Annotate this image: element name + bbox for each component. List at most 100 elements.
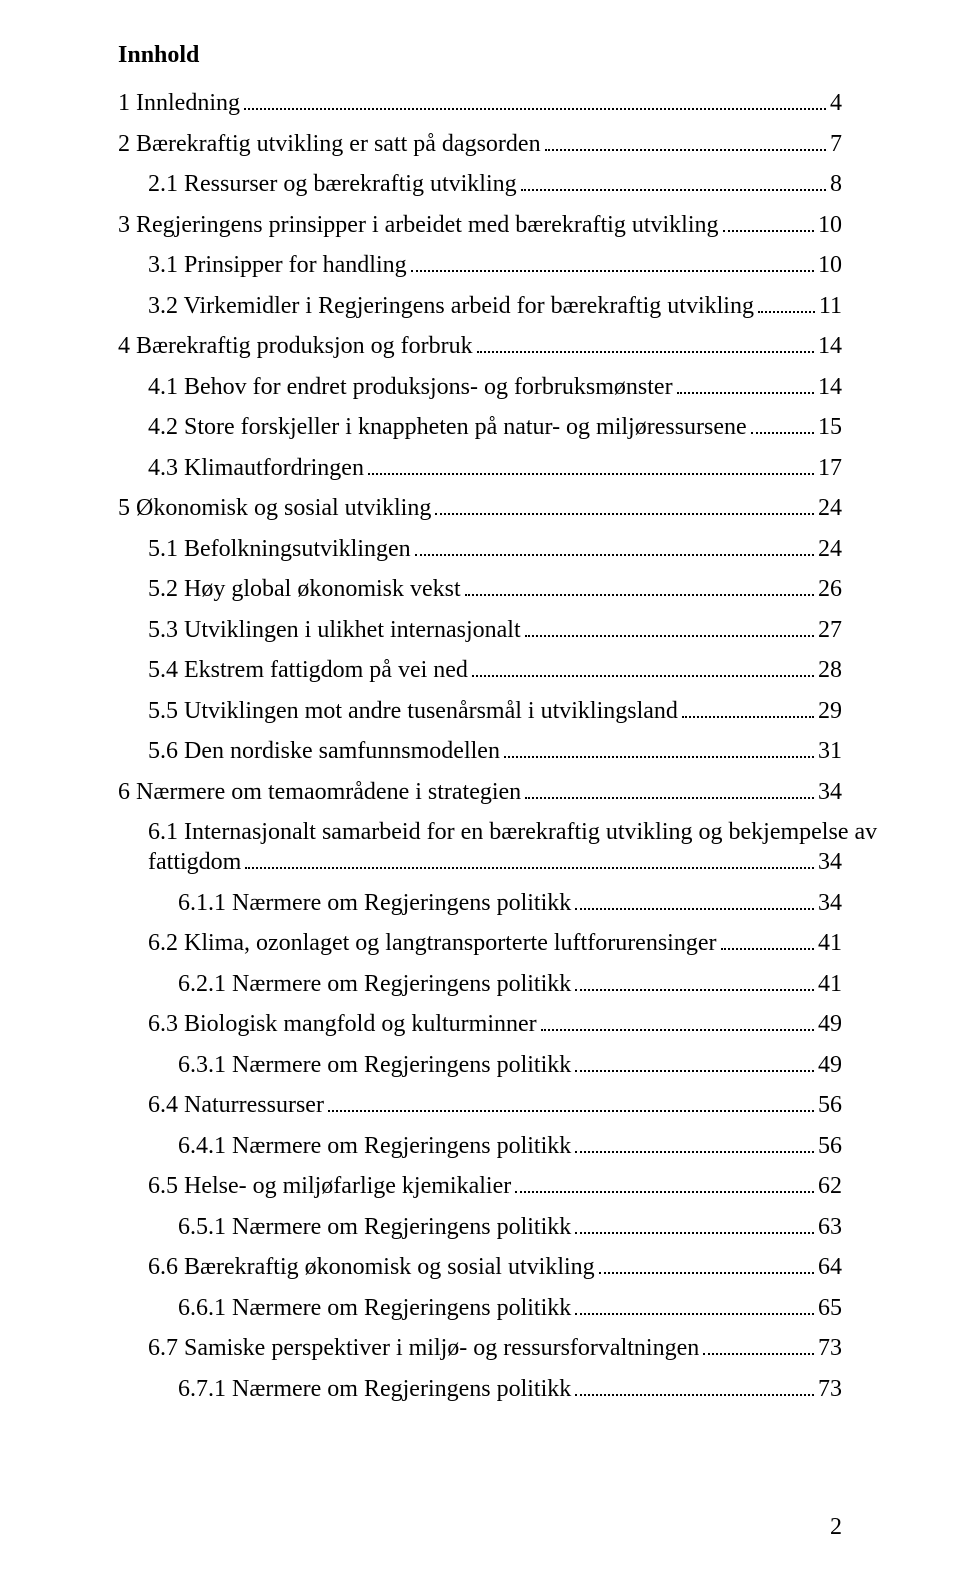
toc-entry: 6.1 Internasjonalt samarbeid for en bære… xyxy=(118,820,842,844)
toc-entry-page: 29 xyxy=(818,699,842,723)
toc-entry-page: 65 xyxy=(818,1296,842,1320)
toc-entry-label: 6 Nærmere om temaområdene i strategien xyxy=(118,780,521,804)
toc-entry: 6.6.1 Nærmere om Regjeringens politikk 65 xyxy=(118,1296,842,1320)
toc-entry-label: 4 Bærekraftig produksjon og forbruk xyxy=(118,334,473,358)
toc-entry-page: 41 xyxy=(818,972,842,996)
toc-entry-page: 11 xyxy=(819,294,842,318)
toc-entry: 4 Bærekraftig produksjon og forbruk14 xyxy=(118,334,842,358)
toc-leader-dots xyxy=(504,756,814,758)
toc-leader-dots xyxy=(545,149,826,151)
toc-entry: 6.5 Helse- og miljøfarlige kjemikalier62 xyxy=(118,1174,842,1198)
toc-entry-label: 1 Innledning xyxy=(118,91,240,115)
toc-entry: 5.5 Utviklingen mot andre tusenårsmål i … xyxy=(118,699,842,723)
toc-entry-page: 41 xyxy=(818,931,842,955)
toc-entry: 6.1.1 Nærmere om Regjeringens politikk 34 xyxy=(118,891,842,915)
toc-entry-label: 6.3 Biologisk mangfold og kulturminner xyxy=(148,1012,537,1036)
toc-entry-page: 8 xyxy=(830,172,842,196)
toc-entry: 6.4.1 Nærmere om Regjeringens politikk56 xyxy=(118,1134,842,1158)
toc-entry-page: 28 xyxy=(818,658,842,682)
toc-entry: 4.2 Store forskjeller i knappheten på na… xyxy=(118,415,842,439)
toc-leader-dots xyxy=(411,270,814,272)
toc-entry: 2.1 Ressurser og bærekraftig utvikling 8 xyxy=(118,172,842,196)
toc-leader-dots xyxy=(515,1191,814,1193)
toc-entry-page: 15 xyxy=(818,415,842,439)
toc-entry-page: 73 xyxy=(818,1377,842,1401)
toc-entry-label: 5.4 Ekstrem fattigdom på vei ned xyxy=(148,658,468,682)
toc-leader-dots xyxy=(244,108,826,110)
toc-entry-page: 10 xyxy=(818,213,842,237)
toc-entry: fattigdom34 xyxy=(118,850,842,874)
toc-leader-dots xyxy=(415,554,814,556)
toc-entry: 6.2 Klima, ozonlaget og langtransportert… xyxy=(118,931,842,955)
toc-entry: 5.4 Ekstrem fattigdom på vei ned 28 xyxy=(118,658,842,682)
toc-entry-label: fattigdom xyxy=(148,850,241,874)
toc-leader-dots xyxy=(525,635,814,637)
toc-leader-dots xyxy=(575,1070,814,1072)
toc-entry-label: 3.2 Virkemidler i Regjeringens arbeid fo… xyxy=(148,294,754,318)
toc-entry-label: 3.1 Prinsipper for handling xyxy=(148,253,407,277)
toc-entry-label: 5.1 Befolkningsutviklingen xyxy=(148,537,411,561)
toc-entry: 6.3.1 Nærmere om Regjeringens politikk 49 xyxy=(118,1053,842,1077)
toc-entry-label: 4.2 Store forskjeller i knappheten på na… xyxy=(148,415,747,439)
toc-leader-dots xyxy=(368,473,814,475)
toc-title: Innhold xyxy=(118,42,842,69)
toc-entry-label: 6.1 Internasjonalt samarbeid for en bære… xyxy=(148,820,877,844)
toc-entry: 5 Økonomisk og sosial utvikling 24 xyxy=(118,496,842,520)
toc-entry-label: 6.4 Naturressurser xyxy=(148,1093,324,1117)
toc-entry-label: 6.1.1 Nærmere om Regjeringens politikk xyxy=(178,891,571,915)
toc-entry: 6.5.1 Nærmere om Regjeringens politikk 63 xyxy=(118,1215,842,1239)
toc-leader-dots xyxy=(575,1232,814,1234)
toc-entry-label: 6.4.1 Nærmere om Regjeringens politikk xyxy=(178,1134,571,1158)
document-page: Innhold 1 Innledning42 Bærekraftig utvik… xyxy=(0,0,960,1577)
toc-entry-label: 6.2.1 Nærmere om Regjeringens politikk xyxy=(178,972,571,996)
page-number: 2 xyxy=(830,1514,842,1541)
toc-entry-label: 2.1 Ressurser og bærekraftig utvikling xyxy=(148,172,517,196)
toc-entry-label: 6.7.1 Nærmere om Regjeringens politikk xyxy=(178,1377,571,1401)
toc-entry: 6.7.1 Nærmere om Regjeringens politikk 73 xyxy=(118,1377,842,1401)
toc-entry: 4.3 Klimautfordringen17 xyxy=(118,456,842,480)
toc-leader-dots xyxy=(575,1394,814,1396)
toc-leader-dots xyxy=(751,432,814,434)
toc-entry-label: 4.1 Behov for endret produksjons- og for… xyxy=(148,375,673,399)
toc-leader-dots xyxy=(599,1272,814,1274)
toc-leader-dots xyxy=(682,716,814,718)
toc-entry: 6.3 Biologisk mangfold og kulturminner49 xyxy=(118,1012,842,1036)
toc-leader-dots xyxy=(575,1313,814,1315)
toc-leader-dots xyxy=(575,989,814,991)
toc-leader-dots xyxy=(758,311,815,313)
toc-entry-label: 6.5.1 Nærmere om Regjeringens politikk xyxy=(178,1215,571,1239)
toc-entry: 5.2 Høy global økonomisk vekst26 xyxy=(118,577,842,601)
toc-entry: 6.4 Naturressurser56 xyxy=(118,1093,842,1117)
toc-entry-page: 63 xyxy=(818,1215,842,1239)
toc-entry-page: 34 xyxy=(818,891,842,915)
toc-entry-page: 31 xyxy=(818,739,842,763)
toc-leader-dots xyxy=(465,594,814,596)
toc-leader-dots xyxy=(575,908,814,910)
toc-entry-label: 6.3.1 Nærmere om Regjeringens politikk xyxy=(178,1053,571,1077)
toc-entry-label: 6.6.1 Nærmere om Regjeringens politikk xyxy=(178,1296,571,1320)
toc-leader-dots xyxy=(477,351,814,353)
toc-list: 1 Innledning42 Bærekraftig utvikling er … xyxy=(118,91,842,1401)
toc-entry-label: 5 Økonomisk og sosial utvikling xyxy=(118,496,431,520)
toc-entry-page: 27 xyxy=(818,618,842,642)
toc-entry-label: 3 Regjeringens prinsipper i arbeidet med… xyxy=(118,213,719,237)
toc-leader-dots xyxy=(245,867,814,869)
toc-entry-label: 4.3 Klimautfordringen xyxy=(148,456,364,480)
toc-entry-page: 7 xyxy=(830,132,842,156)
toc-entry-label: 6.5 Helse- og miljøfarlige kjemikalier xyxy=(148,1174,511,1198)
toc-entry-page: 24 xyxy=(818,496,842,520)
toc-entry: 2 Bærekraftig utvikling er satt på dagso… xyxy=(118,132,842,156)
toc-entry-label: 6.2 Klima, ozonlaget og langtransportert… xyxy=(148,931,717,955)
toc-leader-dots xyxy=(328,1110,814,1112)
toc-entry-page: 34 xyxy=(818,780,842,804)
toc-entry: 6.2.1 Nærmere om Regjeringens politikk 41 xyxy=(118,972,842,996)
toc-leader-dots xyxy=(521,189,826,191)
toc-entry: 3.1 Prinsipper for handling10 xyxy=(118,253,842,277)
toc-entry-page: 49 xyxy=(818,1053,842,1077)
toc-entry-page: 73 xyxy=(818,1336,842,1360)
toc-leader-dots xyxy=(435,513,814,515)
toc-entry: 5.6 Den nordiske samfunnsmodellen31 xyxy=(118,739,842,763)
toc-entry-page: 64 xyxy=(818,1255,842,1279)
toc-entry: 6 Nærmere om temaområdene i strategien 34 xyxy=(118,780,842,804)
toc-entry-page: 24 xyxy=(818,537,842,561)
